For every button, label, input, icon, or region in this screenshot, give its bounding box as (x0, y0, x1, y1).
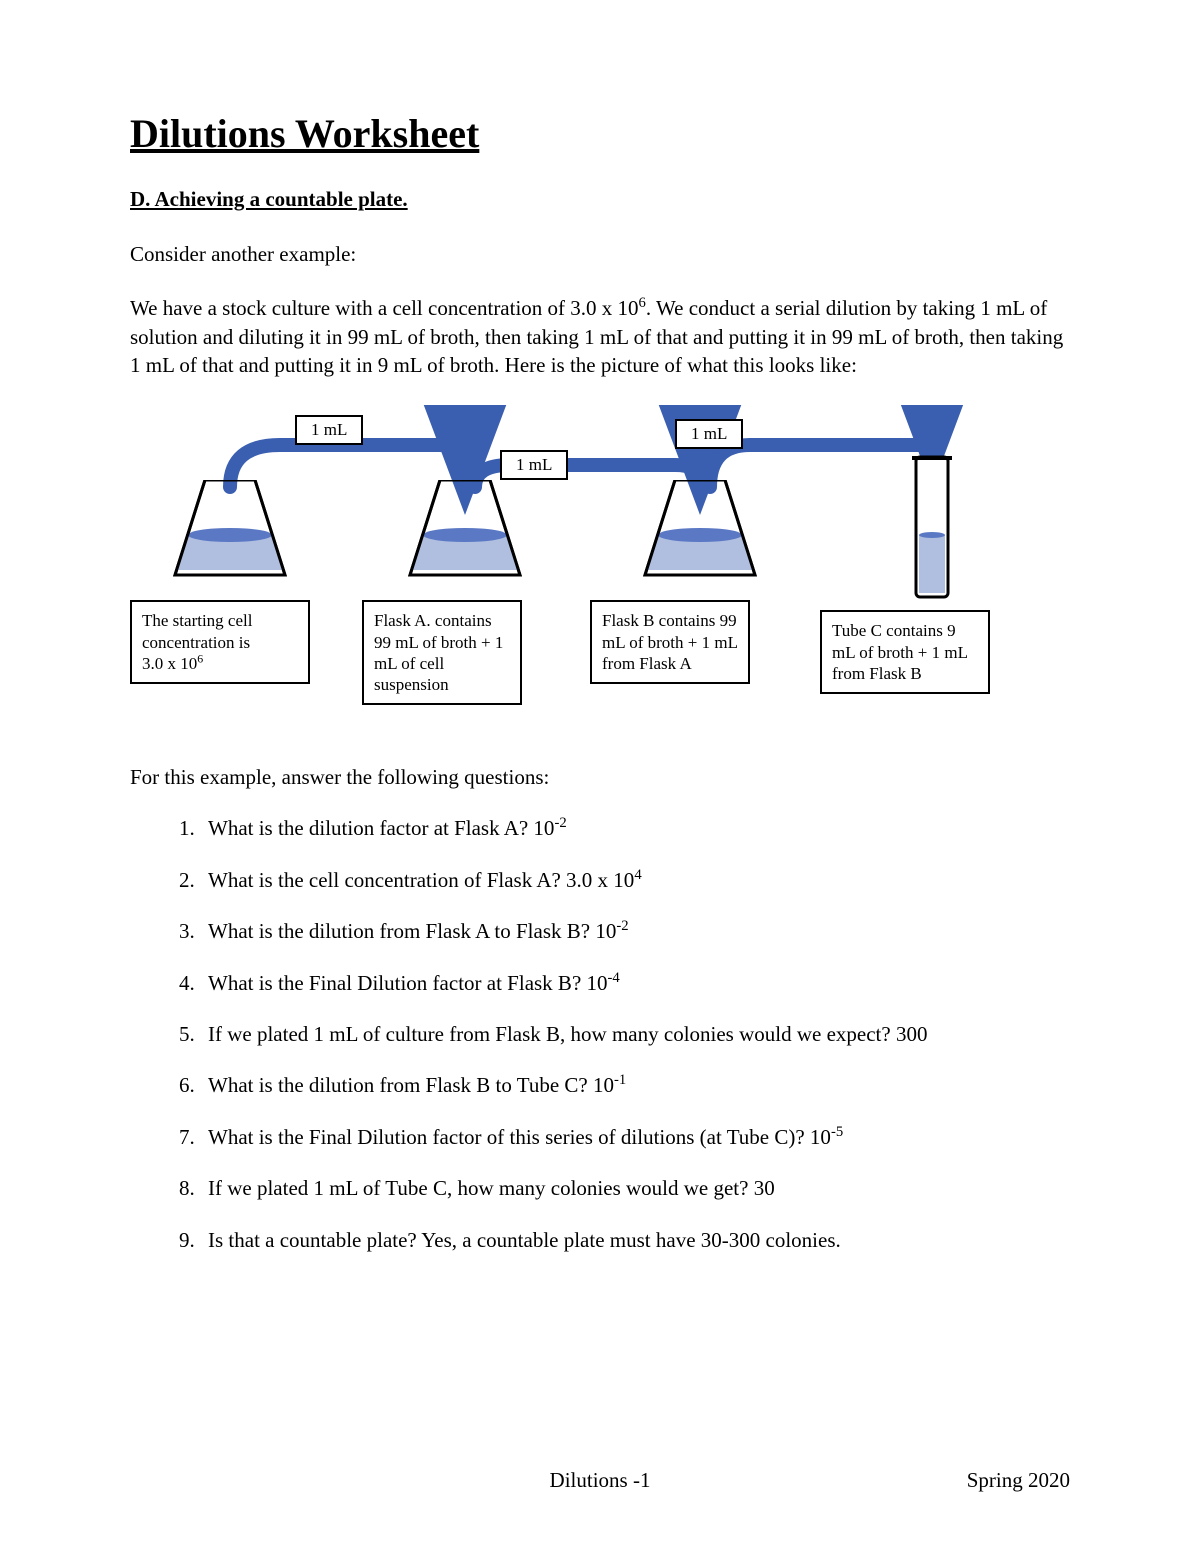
page-title: Dilutions Worksheet (130, 110, 1070, 157)
info-box-flask-a: Flask A. contains 99 mL of broth + 1 mL … (362, 600, 522, 705)
question-item: If we plated 1 mL of Tube C, how many co… (200, 1174, 1070, 1203)
info-box-start: The starting cell concentration is3.0 x … (130, 600, 310, 684)
flask-start (170, 480, 290, 590)
question-item: What is the Final Dilution factor at Fla… (200, 969, 1070, 998)
question-item: What is the dilution from Flask B to Tub… (200, 1071, 1070, 1100)
flask-b (640, 480, 760, 590)
dilution-diagram: 1 mL 1 mL 1 mL The starting cell concent… (130, 405, 1070, 725)
questions-intro: For this example, answer the following q… (130, 765, 1070, 790)
page-footer: Dilutions -1 Spring 2020 (130, 1468, 1070, 1493)
footer-center: Dilutions -1 (130, 1468, 1070, 1493)
tube-c (910, 455, 954, 605)
question-item: What is the dilution from Flask A to Fla… (200, 917, 1070, 946)
flask-a (405, 480, 525, 590)
question-item: Is that a countable plate? Yes, a counta… (200, 1226, 1070, 1255)
transfer-label-2: 1 mL (500, 450, 568, 480)
info-box-flask-b: Flask B contains 99 mL of broth + 1 mL f… (590, 600, 750, 684)
page: Dilutions Worksheet D. Achieving a count… (0, 0, 1200, 1553)
section-heading: D. Achieving a countable plate. (130, 187, 1070, 212)
transfer-label-3: 1 mL (675, 419, 743, 449)
question-list: What is the dilution factor at Flask A? … (130, 814, 1070, 1255)
question-item: What is the Final Dilution factor of thi… (200, 1123, 1070, 1152)
info-box-tube-c: Tube C contains 9 mL of broth + 1 mL fro… (820, 610, 990, 694)
intro-line: Consider another example: (130, 240, 1070, 268)
question-item: What is the dilution factor at Flask A? … (200, 814, 1070, 843)
transfer-label-1: 1 mL (295, 415, 363, 445)
question-item: If we plated 1 mL of culture from Flask … (200, 1020, 1070, 1049)
question-item: What is the cell concentration of Flask … (200, 866, 1070, 895)
description-paragraph: We have a stock culture with a cell conc… (130, 294, 1070, 379)
